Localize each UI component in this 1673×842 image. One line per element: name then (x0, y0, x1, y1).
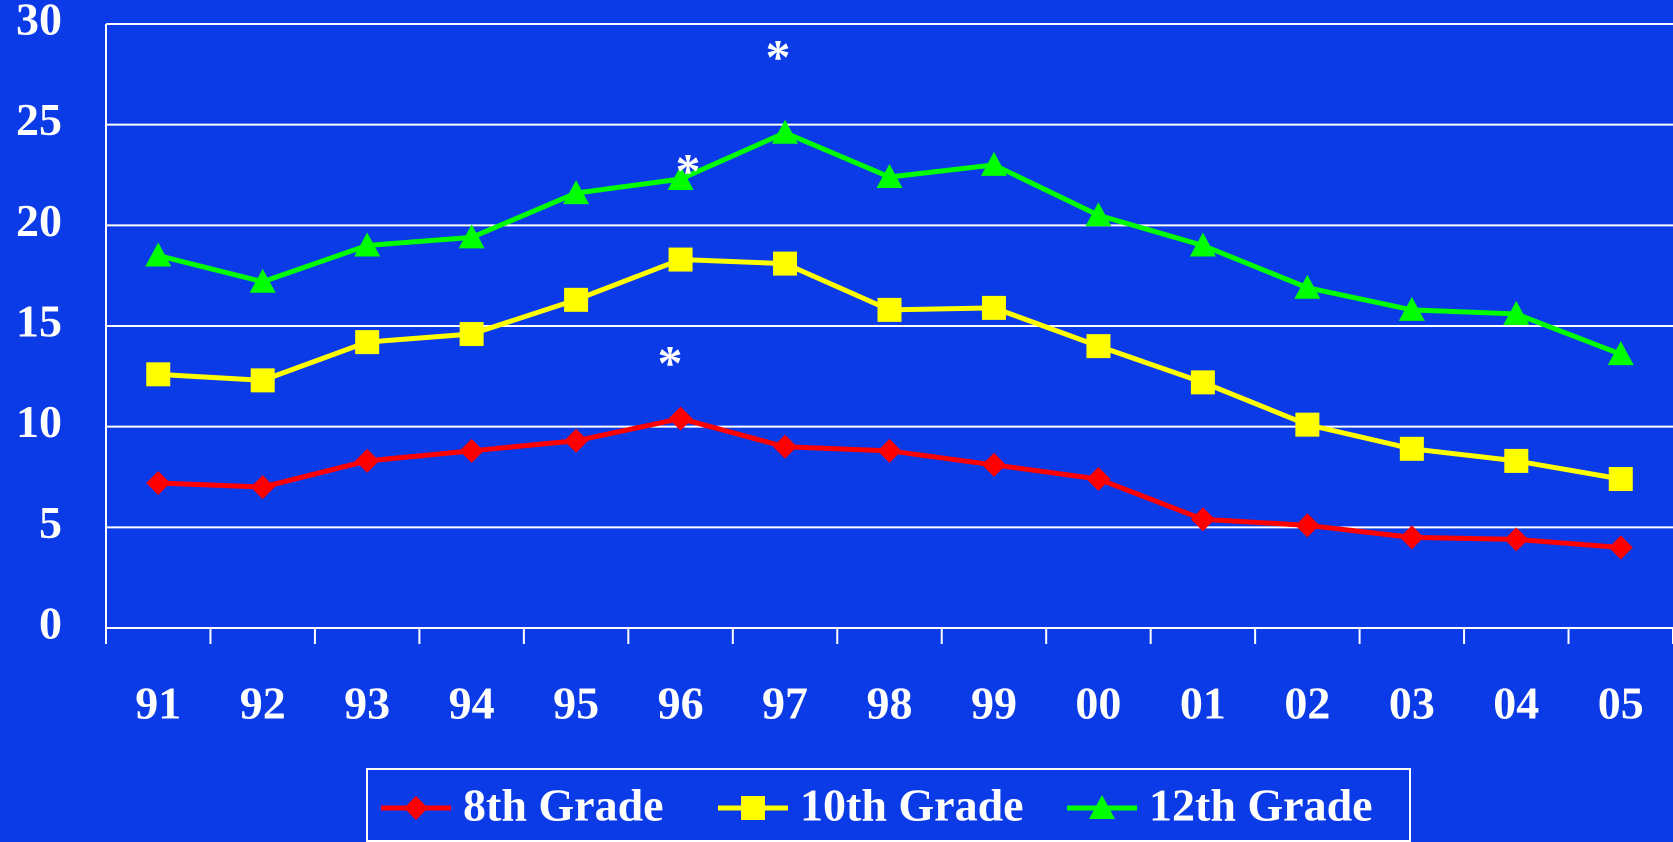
y-tick-label: 20 (16, 195, 62, 246)
data-point (1085, 202, 1112, 227)
data-point (250, 475, 275, 500)
y-tick-label: 0 (39, 598, 62, 649)
data-point (1190, 507, 1215, 532)
data-point (981, 452, 1006, 477)
data-point (564, 287, 589, 312)
legend-label: 12th Grade (1149, 780, 1373, 831)
data-point (877, 297, 902, 322)
data-point (668, 247, 693, 272)
data-point (668, 406, 693, 431)
data-point (459, 322, 484, 347)
y-tick-label: 10 (16, 396, 62, 447)
data-point (355, 448, 380, 473)
data-point (1295, 412, 1320, 437)
x-tick-label: 03 (1389, 678, 1435, 729)
data-point (563, 180, 590, 205)
data-point (980, 151, 1007, 176)
data-point (1399, 525, 1424, 550)
data-point (146, 471, 171, 496)
y-tick-label: 30 (16, 0, 62, 45)
data-point (1086, 334, 1111, 359)
x-tick-label: 02 (1284, 678, 1330, 729)
data-point (355, 330, 380, 355)
legend-marker (741, 796, 765, 820)
legend-marker (1089, 795, 1115, 819)
x-tick-label: 93 (344, 678, 390, 729)
x-tick-label: 04 (1493, 678, 1539, 729)
data-point (1189, 232, 1216, 257)
data-point (458, 224, 485, 249)
x-tick-label: 96 (658, 678, 704, 729)
data-point (877, 438, 902, 463)
legend-label: 10th Grade (800, 780, 1024, 831)
x-tick-label: 97 (762, 678, 808, 729)
data-point (1294, 274, 1321, 299)
annotation: * (676, 142, 701, 198)
y-tick-label: 25 (16, 94, 62, 145)
legend-box (366, 768, 1411, 842)
data-point (250, 368, 275, 393)
data-point (1503, 300, 1530, 325)
data-point (1295, 513, 1320, 538)
data-point (1086, 467, 1111, 492)
x-tick-label: 92 (240, 678, 286, 729)
annotation: * (766, 28, 791, 84)
x-tick-label: 99 (971, 678, 1017, 729)
data-point (146, 362, 171, 387)
data-point (1608, 467, 1633, 492)
data-point (459, 438, 484, 463)
y-tick-label: 5 (39, 497, 62, 548)
legend-marker (404, 796, 428, 820)
y-tick-label: 15 (16, 296, 62, 347)
data-point (1399, 436, 1424, 461)
data-point (564, 428, 589, 453)
data-point (249, 268, 276, 293)
x-tick-label: 95 (553, 678, 599, 729)
data-point (1504, 527, 1529, 552)
data-point (981, 295, 1006, 320)
x-tick-label: 94 (449, 678, 495, 729)
x-tick-label: 91 (135, 678, 181, 729)
data-point (1190, 370, 1215, 395)
data-point (1607, 341, 1634, 366)
data-point (773, 434, 798, 459)
data-point (773, 251, 798, 276)
legend-label: 8th Grade (463, 780, 664, 831)
x-tick-label: 01 (1180, 678, 1226, 729)
data-point (354, 232, 381, 257)
data-point (1398, 296, 1425, 321)
x-tick-label: 00 (1075, 678, 1121, 729)
x-tick-label: 98 (867, 678, 913, 729)
x-tick-label: 05 (1598, 678, 1644, 729)
data-point (1608, 535, 1633, 560)
data-point (876, 164, 903, 189)
data-point (772, 119, 799, 144)
data-point (1504, 448, 1529, 473)
data-point (667, 166, 694, 191)
annotation: * (658, 334, 683, 390)
data-point (145, 242, 172, 267)
